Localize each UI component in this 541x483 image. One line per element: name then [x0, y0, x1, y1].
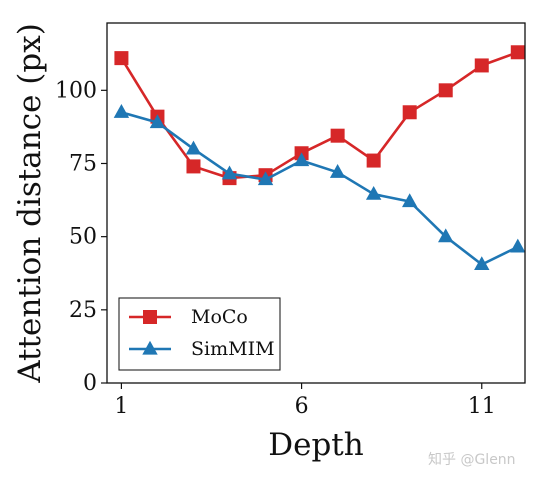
data-point-moco	[510, 45, 525, 60]
legend-label: SimMIM	[191, 338, 275, 360]
y-axis-label: Attention distance (px)	[12, 23, 48, 384]
legend-marker-simmim	[142, 340, 158, 355]
legend-item-simmim: SimMIM	[129, 338, 275, 360]
data-point-moco	[186, 159, 201, 174]
data-point-simmim	[474, 256, 490, 271]
data-point-simmim	[329, 164, 346, 178]
data-point-moco	[366, 153, 381, 168]
legend-marker-moco	[143, 310, 157, 324]
x-axis: 1 6 11	[114, 383, 496, 419]
data-point-simmim	[221, 165, 238, 180]
data-point-simmim	[113, 104, 130, 118]
x-tick-label: 11	[468, 394, 496, 419]
data-point-moco	[330, 128, 345, 143]
data-point-simmim	[365, 185, 382, 200]
legend: MoCo SimMIM	[118, 297, 281, 371]
data-point-simmim	[438, 228, 454, 243]
legend-label: MoCo	[191, 306, 248, 328]
series-line-moco	[120, 51, 519, 180]
data-point-simmim	[257, 171, 274, 186]
x-axis-label: Depth	[268, 427, 364, 463]
series-simmim	[113, 104, 526, 271]
legend-item-moco: MoCo	[129, 306, 248, 328]
watermark: 知乎 @Glenn	[428, 452, 516, 468]
series-layer	[113, 45, 526, 271]
data-point-moco	[114, 51, 129, 66]
y-tick-label: 75	[69, 151, 97, 176]
y-tick-label: 50	[69, 225, 97, 250]
x-tick-label: 1	[114, 394, 128, 419]
data-point-moco	[438, 83, 453, 98]
data-point-simmim	[185, 140, 202, 155]
data-point-moco	[402, 105, 417, 120]
y-tick-label: 100	[55, 78, 97, 103]
y-axis: 0 25 50 75 100	[55, 78, 107, 396]
data-point-simmim	[293, 152, 310, 167]
data-point-simmim	[401, 193, 418, 208]
series-moco	[114, 45, 525, 186]
data-point-moco	[474, 58, 489, 73]
data-point-simmim	[510, 238, 526, 253]
plot-frame	[106, 22, 526, 384]
data-point-simmim	[149, 114, 166, 129]
series-line-simmim	[121, 111, 519, 266]
y-tick-label: 25	[69, 298, 97, 323]
y-tick-label: 0	[83, 371, 97, 396]
x-tick-label: 6	[295, 394, 309, 419]
